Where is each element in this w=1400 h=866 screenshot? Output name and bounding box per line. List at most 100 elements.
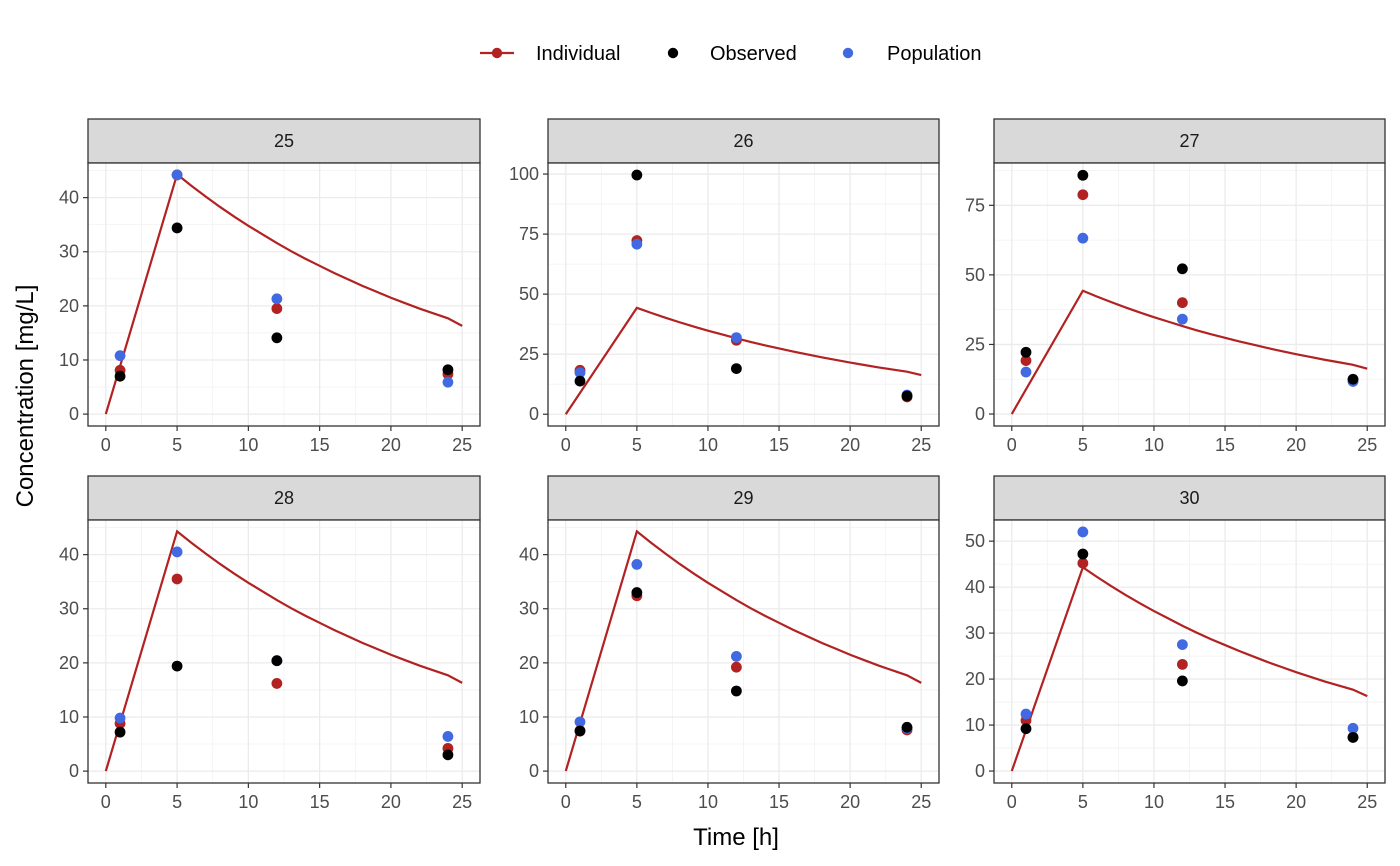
individual-point [730,661,742,673]
x-tick-label: 0 [561,792,571,812]
observed-point [1020,346,1032,358]
population-point [574,716,586,728]
x-axis-title: Time [h] [693,824,779,851]
x-tick-label: 15 [1215,435,1235,455]
panel-border-30 [993,519,1386,784]
x-tick-label: 20 [1286,435,1306,455]
y-tick-label: 0 [529,761,539,781]
legend: Individual Observed Population [480,43,982,65]
observed-point [171,222,183,234]
observed-point [574,375,586,387]
individual-curve-29 [564,529,922,772]
gridlines-26 [548,163,939,426]
observed-point [1077,169,1089,181]
panel-border-25 [87,162,481,427]
x-tick-label: 5 [632,435,642,455]
individual-curve-28 [104,529,463,772]
population-point [114,712,126,724]
observed-point [1347,373,1359,385]
population-point [171,169,183,181]
x-tick-label: 0 [101,435,111,455]
observed-point [1020,723,1032,735]
individual-point [1077,557,1089,569]
y-tick-label: 75 [965,195,985,215]
x-tick-label: 0 [101,792,111,812]
y-tick-label: 25 [519,344,539,364]
population-point [1176,313,1188,325]
strip-26 [547,118,940,164]
observed-point [1077,548,1089,560]
panel-27: 27 0 5 10 15 20 25 0 25 50 75 [965,118,1386,455]
observed-point [901,390,913,402]
x-tick-label: 5 [172,435,182,455]
population-point [730,650,742,662]
x-tick-label: 20 [840,792,860,812]
y-tick-label: 0 [69,404,79,424]
strip-label-25: 25 [274,131,294,151]
x-tick-label: 5 [632,792,642,812]
population-point [271,293,283,305]
observed-point [730,363,742,374]
observed-point [442,749,454,761]
legend-label-population: Population [887,43,982,65]
observed-point [271,332,283,344]
legend-marker-observed [667,47,679,59]
y-tick-label: 40 [965,577,985,597]
x-tick-label: 25 [911,435,931,455]
x-tick-label: 5 [1078,792,1088,812]
population-point [442,731,454,742]
x-tick-label: 25 [1357,792,1377,812]
legend-item-individual: Individual [480,43,621,65]
strip-27 [993,118,1386,164]
y-tick-label: 10 [59,350,79,370]
strip-label-26: 26 [733,131,753,151]
x-tick-label: 25 [911,792,931,812]
x-tick-label: 15 [310,435,330,455]
x-tick-label: 10 [698,435,718,455]
y-tick-label: 20 [965,669,985,689]
observed-point [730,685,742,697]
x-tick-label: 20 [1286,792,1306,812]
individual-curve-26 [564,306,922,415]
y-tick-label: 50 [965,265,985,285]
observed-point [1176,675,1188,687]
x-tick-label: 0 [561,435,571,455]
population-point [1347,722,1359,734]
y-tick-label: 30 [519,599,539,619]
x-tick-label: 0 [1007,792,1017,812]
y-tick-label: 75 [519,224,539,244]
strip-label-28: 28 [274,488,294,508]
observed-point [574,725,586,737]
population-point [171,546,183,558]
legend-marker-individual [491,47,503,59]
observed-point [901,721,913,733]
individual-point [1176,297,1188,309]
y-tick-label: 20 [59,296,79,316]
individual-point [1176,658,1188,670]
individual-point [1020,355,1032,366]
strip-label-27: 27 [1179,131,1199,151]
panel-26: 26 0 5 10 15 20 25 0 25 50 75 100 [509,118,940,455]
population-point [1077,526,1089,538]
x-tick-label: 10 [1144,792,1164,812]
y-tick-label: 0 [975,404,985,424]
individual-point [171,573,183,585]
panel-border-29 [547,519,940,784]
observed-point [631,169,643,181]
x-tick-label: 15 [769,435,789,455]
legend-label-individual: Individual [536,43,621,65]
strip-29 [547,475,940,521]
x-tick-label: 20 [381,792,401,812]
y-tick-label: 25 [965,334,985,354]
y-axis-title: Concentration [mg/L] [12,285,39,508]
panel-28: 28 0 5 10 15 20 25 0 10 20 30 40 [59,475,481,812]
observed-point [442,364,454,376]
x-tick-label: 5 [172,792,182,812]
population-point [730,332,742,344]
x-tick-label: 10 [698,792,718,812]
population-point [1176,639,1188,650]
x-tick-label: 10 [238,435,258,455]
panel-29: 29 0 5 10 15 20 25 0 10 20 30 40 [519,475,940,812]
y-tick-label: 50 [965,531,985,551]
